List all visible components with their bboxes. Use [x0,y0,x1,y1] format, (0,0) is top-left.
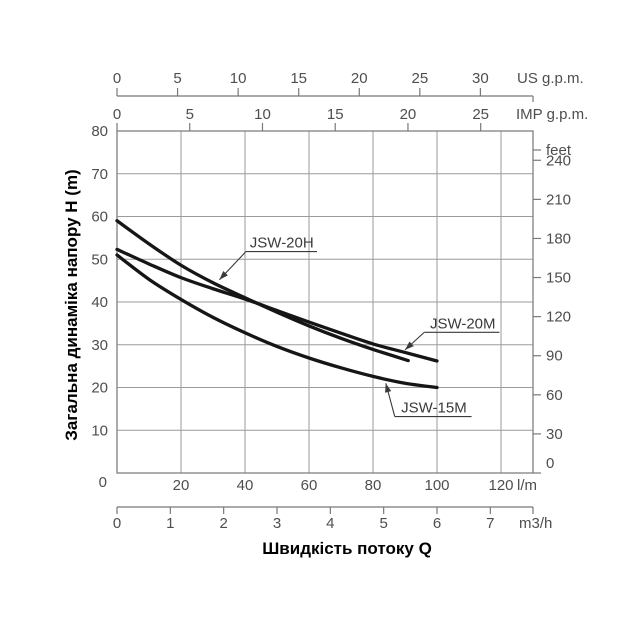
lm-tick-label-100: 100 [424,477,449,494]
us-gpm-axis-label: US g.p.m. [517,70,584,87]
origin-label: 0 [99,474,107,491]
feet-tick-label-180: 180 [546,230,571,247]
us-gpm-tick-label-30: 30 [472,70,489,87]
curve-jsw-20m [115,247,439,363]
h-m-tick-label-80: 80 [91,123,108,140]
lm-tick-label-120: 120 [488,477,513,494]
h-m-tick-label-20: 20 [91,380,108,397]
curve-jsw-15m [115,253,439,390]
us-gpm-tick-label-10: 10 [230,70,247,87]
imp-gpm-tick-label-20: 20 [400,106,417,123]
feet-tick-label-0: 0 [546,455,554,472]
plot-border [116,130,534,474]
us-gpm-tick-label-5: 5 [173,70,181,87]
feet-tick-label-90: 90 [546,348,563,365]
series-label-jsw-15m: JSW-15M [401,400,467,417]
imp-gpm-axis-label: IMP g.p.m. [516,106,588,123]
imp-gpm-tick-label-5: 5 [186,106,194,123]
series-label-jsw-20m: JSW-20M [430,315,496,332]
us-gpm-tick-label-15: 15 [290,70,307,87]
h-m-tick-label-40: 40 [91,294,108,311]
lm-tick-label-80: 80 [365,477,382,494]
h-m-tick-label-10: 10 [91,422,108,439]
m3h-tick-label-5: 5 [379,515,387,532]
m3h-tick-label-1: 1 [166,515,174,532]
lm-tick-label-20: 20 [173,477,190,494]
us-gpm-tick-label-20: 20 [351,70,368,87]
feet-tick-label-240: 240 [546,152,571,169]
x-axis-title: Швидкість потоку Q [262,539,432,558]
feet-tick-label-120: 120 [546,309,571,326]
us-gpm-tick-label-0: 0 [113,70,121,87]
imp-gpm-tick-label-15: 15 [327,106,344,123]
h-m-tick-label-70: 70 [91,166,108,183]
feet-tick-label-60: 60 [546,387,563,404]
m3h-tick-label-0: 0 [113,515,121,532]
h-m-tick-label-60: 60 [91,209,108,226]
m3h-tick-label-2: 2 [219,515,227,532]
us-gpm-tick-label-25: 25 [411,70,428,87]
m3h-tick-label-3: 3 [273,515,281,532]
annotation-arrowhead-jsw-20h [219,271,228,280]
series-label-jsw-20h: JSW-20H [250,235,314,252]
feet-tick-label-210: 210 [546,191,571,208]
m3h-tick-label-7: 7 [486,515,494,532]
h-m-tick-label-50: 50 [91,251,108,268]
lm-tick-label-60: 60 [301,477,318,494]
h-m-tick-label-30: 30 [91,337,108,354]
imp-gpm-tick-label-10: 10 [254,106,271,123]
m3h-tick-label-4: 4 [326,515,334,532]
annotation-arrowhead-jsw-15m [385,383,392,393]
lm-axis-label: l/m [517,477,537,494]
imp-gpm-tick-label-25: 25 [472,106,489,123]
feet-tick-label-150: 150 [546,270,571,287]
feet-tick-label-30: 30 [546,426,563,443]
m3h-axis-label: m3/h [519,515,552,532]
feet-axis-label: feet [546,142,572,159]
m3h-tick-label-6: 6 [433,515,441,532]
lm-tick-label-40: 40 [237,477,254,494]
imp-gpm-tick-label-0: 0 [113,106,121,123]
annotation-arrowhead-jsw-20m [405,341,414,350]
